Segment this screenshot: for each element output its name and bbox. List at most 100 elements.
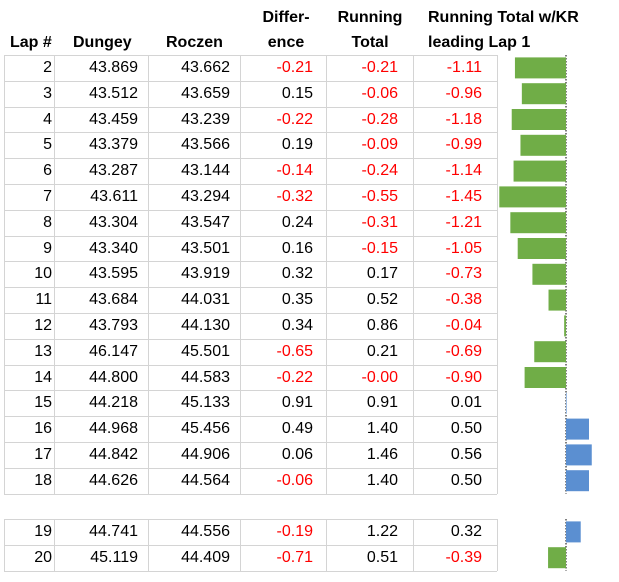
cell-difference: 0.32 xyxy=(281,265,313,282)
cell-lap: 13 xyxy=(34,343,52,360)
cell-dungey: 46.147 xyxy=(89,343,138,360)
bar-lap-18 xyxy=(566,470,589,492)
gridline-horizontal xyxy=(4,313,497,314)
cell-roczen: 45.501 xyxy=(181,343,230,360)
cell-kr: -1.21 xyxy=(445,214,482,231)
gridline-horizontal xyxy=(4,158,497,159)
cell-kr: 0.01 xyxy=(450,394,482,411)
cell-lap: 8 xyxy=(43,214,52,231)
cell-dungey: 44.800 xyxy=(89,369,138,386)
bar-lap-19 xyxy=(566,521,581,543)
cell-lap: 7 xyxy=(43,188,52,205)
cell-difference: 0.06 xyxy=(281,446,313,463)
bar-lap-7 xyxy=(499,186,566,208)
header-running-2: Total xyxy=(351,34,389,51)
cell-running: 1.40 xyxy=(366,472,398,489)
cell-roczen: 44.556 xyxy=(181,523,230,540)
bar-lap-12 xyxy=(564,315,566,337)
bar-lap-20 xyxy=(548,547,566,569)
cell-kr: -0.39 xyxy=(445,549,482,566)
cell-roczen: 43.662 xyxy=(181,59,230,76)
cell-kr: -0.04 xyxy=(445,317,482,334)
cell-lap: 5 xyxy=(43,136,52,153)
bar-lap-16 xyxy=(566,418,589,440)
cell-kr: -0.90 xyxy=(445,369,482,386)
cell-difference: -0.71 xyxy=(276,549,313,566)
cell-roczen: 44.564 xyxy=(181,472,230,489)
cell-kr: -1.05 xyxy=(445,240,482,257)
gridline-vertical xyxy=(240,519,241,571)
cell-roczen: 43.659 xyxy=(181,85,230,102)
cell-difference: 0.19 xyxy=(281,136,313,153)
gridline-horizontal xyxy=(4,107,497,108)
cell-kr: -1.18 xyxy=(445,111,482,128)
cell-running: 0.51 xyxy=(366,549,398,566)
cell-kr: -0.96 xyxy=(445,85,482,102)
cell-running: -0.31 xyxy=(361,214,398,231)
gridline-horizontal xyxy=(4,210,497,211)
cell-roczen: 43.547 xyxy=(181,214,230,231)
header-dungey: Dungey xyxy=(73,34,132,51)
cell-running: -0.09 xyxy=(361,136,398,153)
gridline-vertical xyxy=(413,55,414,494)
cell-running: -0.28 xyxy=(361,111,398,128)
bar-lap-15 xyxy=(566,392,567,414)
cell-kr: -1.14 xyxy=(445,162,482,179)
cell-difference: 0.24 xyxy=(281,214,313,231)
cell-running: 0.52 xyxy=(366,291,398,308)
cell-running: 1.46 xyxy=(366,446,398,463)
gridline-horizontal xyxy=(4,519,497,520)
bar-lap-2 xyxy=(514,57,566,79)
cell-running: 1.40 xyxy=(366,420,398,437)
gridline-horizontal xyxy=(4,132,497,133)
cell-lap: 6 xyxy=(43,162,52,179)
cell-dungey: 43.869 xyxy=(89,59,138,76)
cell-running: 0.17 xyxy=(366,265,398,282)
gridline-vertical xyxy=(326,519,327,571)
gridline-horizontal xyxy=(4,571,497,572)
cell-running: -0.06 xyxy=(361,85,398,102)
cell-dungey: 43.287 xyxy=(89,162,138,179)
cell-difference: -0.21 xyxy=(276,59,313,76)
gridline-horizontal xyxy=(4,365,497,366)
cell-roczen: 44.130 xyxy=(181,317,230,334)
gridline-vertical xyxy=(4,519,5,571)
cell-difference: 0.35 xyxy=(281,291,313,308)
header-kr-1: Running Total w/KR xyxy=(428,9,579,26)
bar-lap-3 xyxy=(521,83,566,105)
gridline-horizontal xyxy=(4,287,497,288)
kr-bar-chart xyxy=(499,55,592,571)
gridline-horizontal xyxy=(4,339,497,340)
cell-dungey: 45.119 xyxy=(90,549,138,566)
gridline-horizontal xyxy=(4,184,497,185)
cell-kr: -0.99 xyxy=(445,136,482,153)
cell-kr: -0.73 xyxy=(445,265,482,282)
cell-difference: -0.22 xyxy=(276,111,313,128)
cell-difference: -0.14 xyxy=(276,162,313,179)
cell-dungey: 43.340 xyxy=(89,240,138,257)
cell-dungey: 43.793 xyxy=(89,317,138,334)
bar-lap-13 xyxy=(534,341,566,363)
cell-running: -0.21 xyxy=(361,59,398,76)
cell-dungey: 43.684 xyxy=(89,291,138,308)
cell-lap: 2 xyxy=(43,59,52,76)
gridline-vertical xyxy=(148,55,149,494)
gridline-vertical xyxy=(4,55,5,494)
bar-lap-8 xyxy=(510,212,566,234)
cell-lap: 10 xyxy=(34,265,52,282)
cell-dungey: 43.611 xyxy=(90,188,138,205)
cell-kr: 0.50 xyxy=(450,472,482,489)
cell-dungey: 44.626 xyxy=(89,472,138,489)
cell-roczen: 43.294 xyxy=(181,188,230,205)
cell-roczen: 44.409 xyxy=(181,549,230,566)
gridline-horizontal xyxy=(4,81,497,82)
gridline-horizontal xyxy=(4,261,497,262)
cell-kr: -1.11 xyxy=(446,59,482,76)
cell-difference: 0.15 xyxy=(281,85,313,102)
cell-difference: 0.16 xyxy=(281,240,313,257)
bar-lap-10 xyxy=(532,263,566,285)
gridline-vertical xyxy=(240,55,241,494)
cell-dungey: 43.459 xyxy=(89,111,138,128)
cell-kr: 0.56 xyxy=(450,446,482,463)
